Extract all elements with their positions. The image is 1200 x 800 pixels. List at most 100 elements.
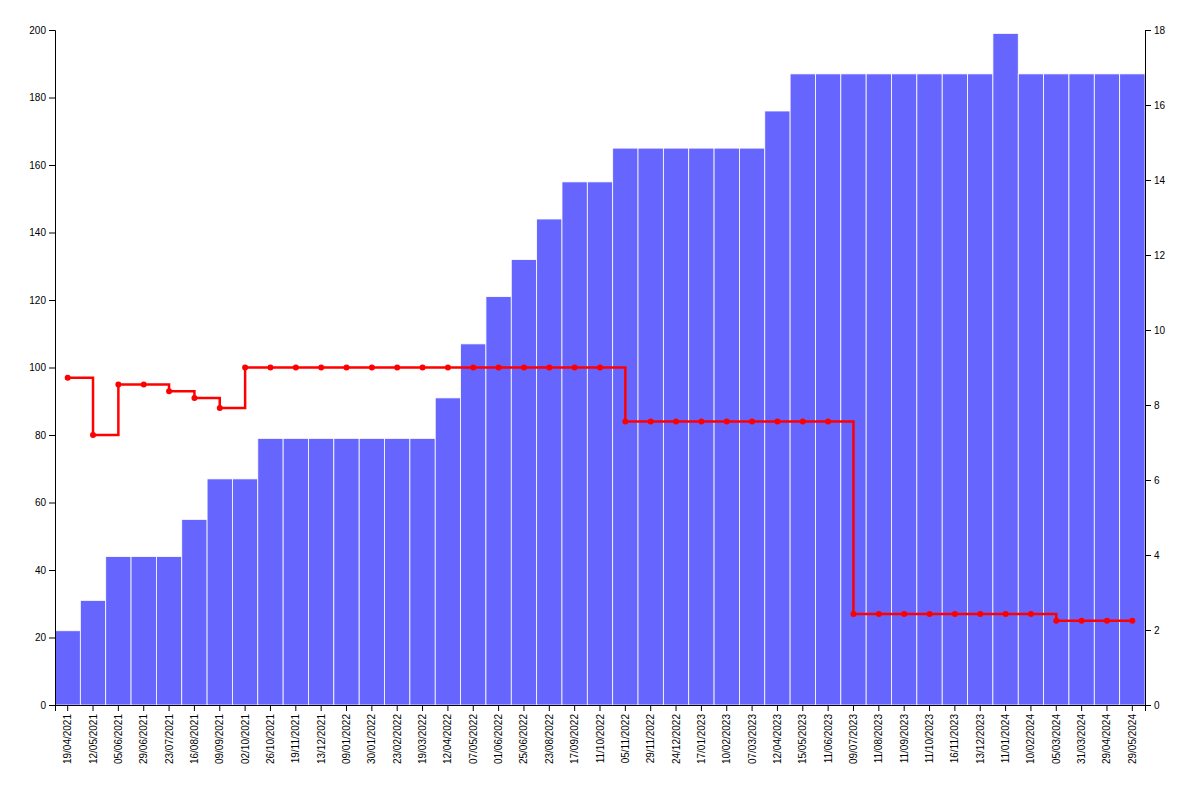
tick-mark	[194, 705, 195, 711]
axis-line	[1146, 31, 1152, 706]
tick: 31/03/2024	[1076, 705, 1087, 764]
tick-label: 12	[1154, 250, 1166, 261]
tick: 10/02/2024	[1025, 705, 1036, 764]
marker	[850, 611, 856, 617]
tick: 60	[35, 497, 55, 508]
bar	[435, 398, 460, 705]
tick: 8	[1145, 400, 1160, 411]
marker	[394, 365, 400, 371]
tick-mark	[49, 435, 55, 436]
tick-label: 2	[1154, 625, 1160, 636]
tick-label: 12/04/2022	[442, 714, 453, 764]
tick: 24/12/2022	[671, 705, 682, 764]
tick-mark	[523, 705, 524, 711]
tick-mark	[49, 233, 55, 234]
marker	[749, 419, 755, 425]
marker	[65, 375, 71, 381]
tick-mark	[371, 705, 372, 711]
marker	[952, 611, 958, 617]
tick-label: 200	[29, 25, 46, 36]
bar	[613, 148, 638, 705]
tick-label: 4	[1154, 550, 1160, 561]
tick-mark	[701, 705, 702, 711]
tick: 160	[29, 160, 55, 171]
bar	[587, 182, 612, 705]
tick: 100	[29, 362, 55, 373]
tick: 13/12/2021	[316, 705, 327, 764]
tick-label: 24/12/2022	[671, 714, 682, 764]
tick: 13/12/2023	[975, 705, 986, 764]
tick: 180	[29, 92, 55, 103]
marker	[673, 419, 679, 425]
bar	[511, 260, 536, 706]
tick: 29/11/2022	[645, 705, 656, 763]
marker	[90, 432, 96, 438]
marker	[1003, 611, 1009, 617]
tick-mark	[650, 705, 651, 711]
tick-mark	[295, 705, 296, 711]
tick-label: 09/01/2022	[341, 714, 352, 764]
tick-label: 15/05/2023	[797, 714, 808, 764]
tick-mark	[447, 705, 448, 711]
marker	[648, 419, 654, 425]
marker	[344, 365, 350, 371]
bar-series	[55, 33, 1145, 705]
tick-mark	[1145, 255, 1151, 256]
tick-mark	[1005, 705, 1006, 711]
tick-label: 29/04/2024	[1101, 714, 1112, 764]
tick-label: 8	[1154, 400, 1160, 411]
tick-mark	[245, 705, 246, 711]
tick-label: 29/11/2022	[645, 714, 656, 764]
tick-mark	[676, 705, 677, 711]
tick-label: 13/12/2021	[316, 714, 327, 764]
tick-mark	[49, 638, 55, 639]
tick: 11/10/2022	[595, 705, 606, 763]
tick: 12/04/2022	[442, 705, 453, 764]
tick-mark	[574, 705, 575, 711]
tick: 05/03/2024	[1051, 705, 1062, 764]
tick: 12/05/2021	[88, 705, 99, 764]
bar	[258, 438, 283, 705]
tick: 25/06/2022	[518, 705, 529, 764]
bar	[993, 33, 1018, 705]
marker	[521, 365, 527, 371]
tick-mark	[1081, 705, 1082, 711]
marker	[825, 419, 831, 425]
tick-label: 60	[35, 497, 47, 508]
tick-label: 120	[29, 295, 46, 306]
marker	[293, 365, 299, 371]
tick-mark	[1145, 105, 1151, 106]
x-axis: 19/04/202112/05/202105/06/202129/06/2021…	[56, 705, 1146, 764]
tick-mark	[752, 705, 753, 711]
tick-label: 11/06/2023	[823, 714, 834, 764]
tick: 16/11/2023	[949, 705, 960, 763]
tick-mark	[169, 705, 170, 711]
marker	[1079, 618, 1085, 624]
tick-mark	[219, 705, 220, 711]
bar	[283, 438, 308, 705]
tick-label: 180	[29, 92, 46, 103]
tick: 01/06/2022	[493, 705, 504, 764]
tick-label: 19/03/2022	[417, 714, 428, 764]
bar	[689, 148, 714, 705]
marker	[420, 365, 426, 371]
tick-mark	[1030, 705, 1031, 711]
bar	[1018, 74, 1043, 705]
y2-axis: 024681012141618	[1145, 25, 1166, 711]
tick: 12/04/2023	[772, 705, 783, 764]
tick-mark	[853, 705, 854, 711]
tick-mark	[143, 705, 144, 711]
marker	[724, 419, 730, 425]
tick-label: 09/07/2023	[848, 714, 859, 764]
tick: 29/04/2024	[1101, 705, 1112, 764]
tick-label: 23/08/2022	[544, 714, 555, 764]
marker	[1053, 618, 1059, 624]
y-axis: 020406080100120140160180200	[29, 25, 55, 711]
tick-label: 26/10/2021	[265, 714, 276, 764]
tick-label: 160	[29, 160, 46, 171]
tick-mark	[600, 705, 601, 711]
bar	[765, 111, 790, 705]
tick-label: 16/11/2023	[949, 714, 960, 764]
tick: 19/11/2021	[290, 705, 301, 763]
marker	[698, 419, 704, 425]
